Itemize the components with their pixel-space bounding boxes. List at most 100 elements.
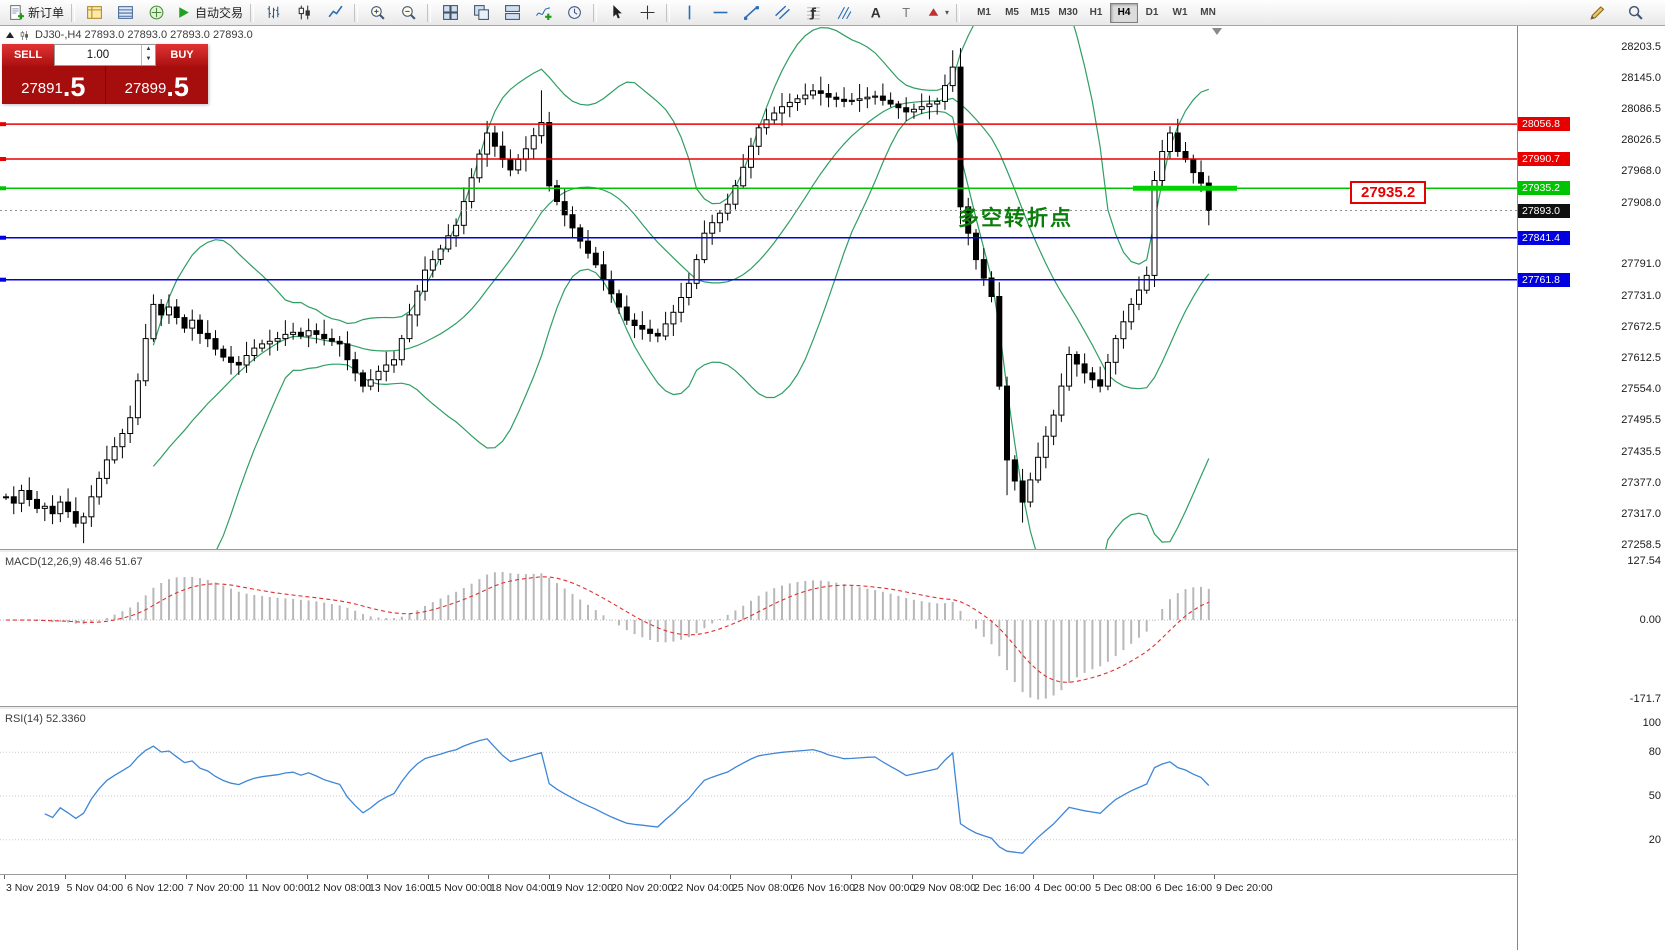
zoom-in-button[interactable] [362,2,392,24]
timeframe-M5[interactable]: M5 [1005,7,1019,18]
current-price-tag: 27893.0 [1518,203,1570,218]
horizontal-line-button[interactable] [705,2,735,24]
time-tick [972,875,973,879]
panel-resize-separator[interactable] [0,706,1517,710]
rsi-axis-value: 20 [1648,834,1661,846]
time-label: 6 Dec 16:00 [1155,882,1213,894]
macd-canvas[interactable] [0,553,1517,706]
sell-price[interactable]: 27891.5 [2,66,105,104]
market-watch-icon [86,4,103,21]
time-label: 26 Nov 16:00 [792,882,855,894]
macd-panel[interactable]: MACD(12,26,9) 48.46 51.67 [0,553,1517,706]
time-tick [488,875,489,879]
search-button[interactable] [1620,2,1650,24]
sell-price-frac: .5 [62,72,86,102]
timeframe-M15[interactable]: M15 [1030,7,1050,18]
rsi-axis-value: 50 [1648,790,1661,802]
fibonacci-button[interactable]: ƒ [798,2,828,24]
data-window-icon [117,4,134,21]
tile-horizontal-button[interactable] [497,2,527,24]
trendline-button[interactable] [736,2,766,24]
price-tick: 27495.5 [1621,414,1661,427]
timeframe-H4[interactable]: H4 [1110,2,1139,23]
time-label: 19 Nov 12:00 [550,882,613,894]
macd-label: MACD(12,26,9) 48.46 51.67 [5,556,143,568]
channel-button[interactable] [767,2,797,24]
plot-column: DJ30-,H4 27893.0 27893.0 27893.0 27893.0… [0,26,1517,950]
time-tick [669,875,671,879]
time-tick [306,875,308,879]
tile-windows-button[interactable] [435,2,465,24]
timeframe-M30[interactable]: M30 [1058,7,1078,18]
buy-price[interactable]: 27899.5 [104,66,209,104]
andrews-pitchfork-button[interactable] [829,2,859,24]
timeframe-H1[interactable]: H1 [1089,7,1103,18]
navigator-button[interactable] [141,2,171,24]
autotrade-label: 自动交易 [195,6,244,20]
volume-up-button[interactable]: ▲ [145,46,152,52]
crosshair-button[interactable] [632,2,662,24]
cascade-windows-button[interactable] [466,2,496,24]
text-button[interactable]: A [860,2,890,24]
candlestick-chart-icon [296,4,313,21]
time-tick [1093,875,1094,879]
volume-down-button[interactable]: ▼ [145,56,152,62]
autotrade-play-icon [175,4,192,21]
cursor-icon [608,4,625,21]
rsi-canvas[interactable] [0,710,1517,874]
chart-candles-button[interactable] [289,2,319,24]
chart-header: DJ30-,H4 27893.0 27893.0 27893.0 27893.0 [6,29,253,41]
volume-input[interactable]: 1.00 [86,49,110,61]
market-watch-button[interactable] [79,2,109,24]
rsi-panel[interactable]: RSI(14) 52.3360 [0,710,1517,874]
cursor-button[interactable] [601,2,631,24]
timeframe-M1[interactable]: M1 [977,7,991,18]
indicators-button[interactable] [528,2,558,24]
autotrade-button[interactable]: 自动交易 [172,2,246,24]
new-order-button[interactable]: 新订单 [5,2,67,24]
tile-horizontal-icon [504,4,521,21]
data-window-button[interactable] [110,2,140,24]
price-axis[interactable]: 28203.5 28145.0 28086.5 28026.5 27968.0 27908… [1517,26,1665,950]
rsi-axis-value: 100 [1642,717,1661,729]
timeframe-D1[interactable]: D1 [1145,7,1159,18]
toolbar-separator [71,3,76,22]
volume-spinner: ▲ ▼ [141,45,155,65]
time-tick [548,875,550,879]
price-callout-label[interactable]: 27935.2 [1350,181,1427,204]
chart-text-annotation[interactable]: 多空转折点 [958,207,1073,230]
time-label: 20 Nov 20:00 [611,882,674,894]
chart-shift-marker-icon[interactable] [1212,28,1222,35]
buy-price-frac: .5 [166,72,189,102]
edit-button[interactable] [1582,2,1612,24]
main-chart-canvas[interactable] [0,26,1517,549]
text-label-button[interactable]: T [891,2,921,24]
panel-resize-separator[interactable] [0,549,1517,553]
periods-button[interactable] [559,2,589,24]
vertical-line-button[interactable] [674,2,704,24]
chart-title-text: DJ30-,H4 27893.0 27893.0 27893.0 27893.0 [35,29,253,41]
buy-button[interactable]: BUY [156,44,208,66]
time-tick [4,875,5,879]
price-tick: 28203.5 [1621,40,1661,53]
arrows-button[interactable]: ▾ [922,2,952,24]
channel-icon [774,4,791,21]
time-tick [427,875,429,879]
collapse-triangle-icon[interactable] [6,32,14,38]
time-label: 5 Dec 08:00 [1095,882,1152,894]
chart-line-button[interactable] [320,2,350,24]
zoom-out-button[interactable] [393,2,423,24]
cascade-windows-icon [473,4,490,21]
timeframe-W1[interactable]: W1 [1172,7,1188,18]
time-label: 29 Nov 08:00 [913,882,976,894]
timeframe-MN[interactable]: MN [1200,7,1216,18]
sell-button[interactable]: SELL [2,44,54,66]
chart-bars-button[interactable] [258,2,288,24]
time-label: 22 Nov 04:00 [671,882,734,894]
price-tick: 28026.5 [1621,134,1661,147]
main-chart-panel[interactable]: DJ30-,H4 27893.0 27893.0 27893.0 27893.0… [0,26,1517,549]
toolbar-separator [956,3,961,22]
andrews-pitchfork-icon [836,4,853,21]
time-axis[interactable]: 3 Nov 2019 5 Nov 04:00 6 Nov 12:00 7 Nov 20… [0,874,1517,898]
price-tick: 27791.0 [1621,258,1661,271]
